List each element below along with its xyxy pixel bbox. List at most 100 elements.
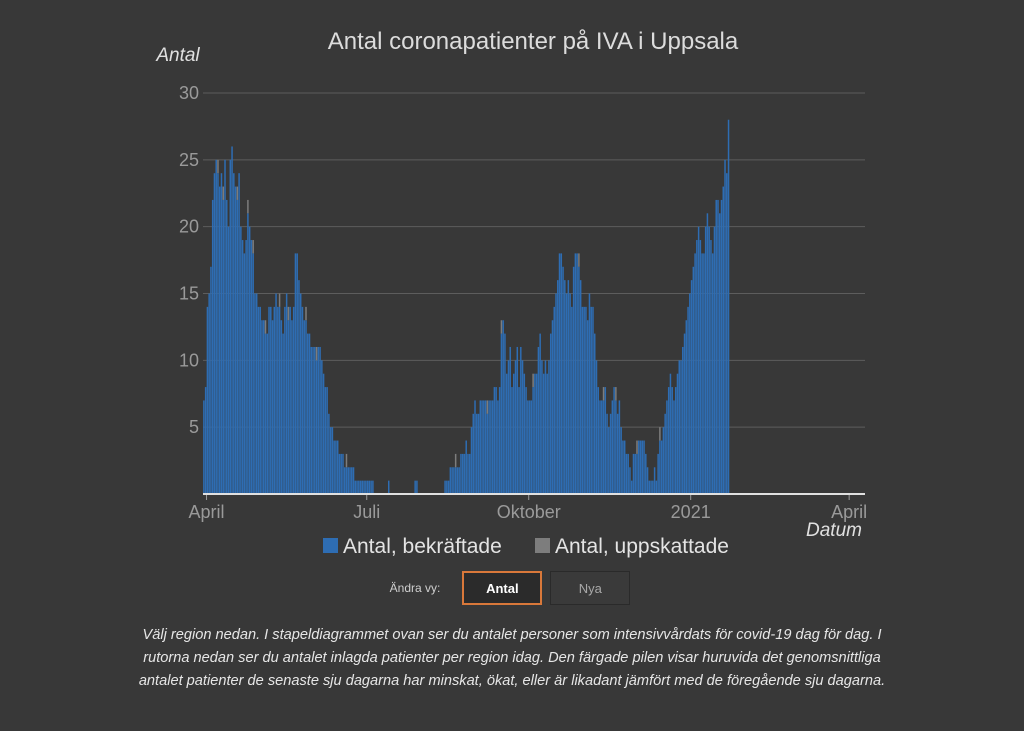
description-text: Välj region nedan. I stapeldiagrammet ov… <box>138 627 886 689</box>
bar-estimated <box>532 373 534 388</box>
bar-confirmed <box>639 440 642 494</box>
bar-confirmed <box>291 320 293 494</box>
bar-confirmed <box>507 360 510 494</box>
bar-confirmed <box>701 253 703 494</box>
bar-confirmed <box>259 306 261 494</box>
bar-confirmed <box>521 360 524 494</box>
bar-confirmed <box>726 173 728 494</box>
bar-confirmed <box>586 320 589 494</box>
bar-confirmed <box>666 400 668 494</box>
bar-confirmed <box>655 480 658 494</box>
bar-confirmed <box>486 413 489 494</box>
bar-confirmed <box>576 253 578 494</box>
bar-confirmed <box>539 333 541 494</box>
bar-confirmed <box>315 360 318 494</box>
bar-confirmed <box>231 146 233 494</box>
bar-confirmed <box>483 400 485 494</box>
bar-confirmed <box>727 119 730 494</box>
bar-confirmed <box>689 293 691 494</box>
bar-confirmed <box>477 413 480 494</box>
bar-confirmed <box>514 360 517 494</box>
bar-confirmed <box>597 387 600 494</box>
bar-estimated <box>615 387 617 401</box>
bar-confirmed <box>305 320 307 494</box>
bar-confirmed <box>240 226 242 494</box>
bar-confirmed <box>548 360 550 494</box>
bar-confirmed <box>322 373 325 494</box>
y-tick-label: 25 <box>179 150 199 170</box>
bar-confirmed <box>372 480 374 494</box>
bar-confirmed <box>516 346 519 494</box>
legend-swatch-confirmed <box>323 538 338 553</box>
bar-confirmed <box>314 346 316 494</box>
bar-confirmed <box>629 467 631 494</box>
bar-confirmed <box>280 320 283 494</box>
view-button-nya[interactable]: Nya <box>550 571 631 605</box>
bar-confirmed <box>678 360 681 494</box>
bar-confirmed <box>564 280 566 494</box>
bar-confirmed <box>535 373 538 494</box>
bar-confirmed <box>620 427 622 494</box>
bar-estimated <box>486 400 489 414</box>
bar-confirmed <box>243 253 246 494</box>
bar-confirmed <box>282 333 284 494</box>
bar-confirmed <box>356 480 358 494</box>
bar-confirmed <box>301 306 304 494</box>
bar-confirmed <box>500 333 503 494</box>
bar-confirmed <box>284 306 286 494</box>
bar-confirmed <box>366 480 369 494</box>
bar-confirmed <box>509 346 511 494</box>
bar-confirmed <box>616 413 619 494</box>
bar-confirmed <box>241 240 244 494</box>
bar-confirmed <box>463 453 466 494</box>
bar-confirmed <box>601 400 603 494</box>
bar-confirmed <box>416 480 418 494</box>
chart-container: Antal coronapatienter på IVA i Uppsala A… <box>155 28 867 558</box>
bar-confirmed <box>470 427 473 494</box>
y-tick-label: 5 <box>189 417 199 437</box>
bar-confirmed <box>574 253 577 494</box>
bar-confirmed <box>218 186 221 495</box>
bar-confirmed <box>264 333 267 494</box>
bar-estimated <box>278 293 281 307</box>
x-axis-label: Datum <box>806 520 862 541</box>
bar-confirmed <box>319 346 321 494</box>
bar-confirmed <box>345 467 348 494</box>
y-tick-label: 30 <box>179 83 199 103</box>
bar-confirmed <box>490 400 492 494</box>
bar-confirmed <box>308 333 311 494</box>
bar-confirmed <box>349 467 351 494</box>
bar-confirmed <box>204 387 207 494</box>
bar-confirmed <box>352 467 355 494</box>
bar-confirmed <box>460 453 462 494</box>
bar-estimated <box>578 253 580 267</box>
bar-confirmed <box>590 306 592 494</box>
bar-confirmed <box>254 293 256 494</box>
bar-confirmed <box>312 346 314 494</box>
bar-confirmed <box>333 440 335 494</box>
bar-confirmed <box>296 253 298 494</box>
bar-confirmed <box>453 467 455 494</box>
bar-confirmed <box>565 293 568 494</box>
legend-label-estimated: Antal, uppskattade <box>555 535 729 558</box>
bar-confirmed <box>525 387 527 494</box>
bar-confirmed <box>699 240 702 494</box>
bar-confirmed <box>585 306 587 494</box>
view-button-antal[interactable]: Antal <box>462 571 543 605</box>
bar-confirmed <box>211 199 214 494</box>
bar-confirmed <box>361 480 364 494</box>
bar-confirmed <box>583 306 585 494</box>
bar-confirmed <box>671 387 673 494</box>
bar-confirmed <box>722 186 725 495</box>
bar-confirmed <box>252 253 254 494</box>
bar-confirmed <box>289 306 291 494</box>
bar-confirmed <box>636 453 638 494</box>
bar-confirmed <box>206 306 209 494</box>
bar-confirmed <box>387 480 390 494</box>
bar-confirmed <box>245 240 247 494</box>
x-tick-label: 2021 <box>671 502 711 522</box>
bar-confirmed <box>581 306 584 494</box>
bar-confirmed <box>287 320 290 494</box>
bar-estimated <box>602 387 605 401</box>
bar-confirmed <box>331 427 334 494</box>
